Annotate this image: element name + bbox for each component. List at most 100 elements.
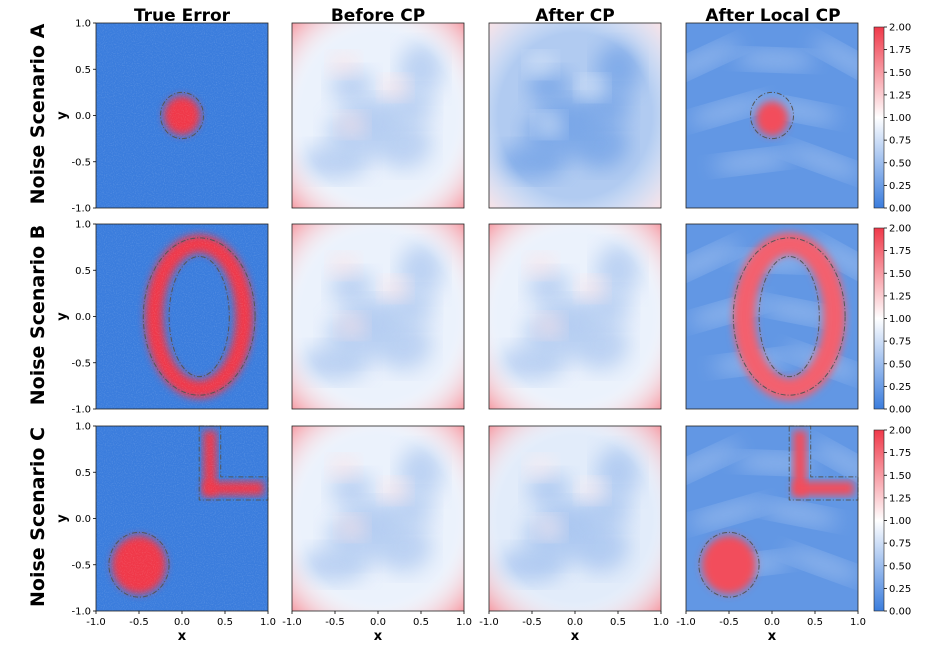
panel-r0-c0 xyxy=(95,22,269,209)
panel-r2-c0 xyxy=(95,425,269,612)
x-tick-label: 1.0 xyxy=(850,617,866,628)
high-noise-region xyxy=(793,430,807,496)
colorbar-tick-label: 1.00 xyxy=(889,113,911,124)
y-tick-label: 1.0 xyxy=(75,220,91,231)
colorbar-tick-label: 2.00 xyxy=(889,426,911,437)
x-tick-label: 0.5 xyxy=(610,617,626,628)
axes: 1.0 0.5 0.0 -0.5 -1.0 y 1.0 0.5 0.0 -0.5 -1.0 y 1.0 0… xyxy=(55,19,866,645)
colorbar-tick-label: 1.25 xyxy=(889,493,911,504)
colorbar-2: 2.00 1.75 1.50 1.25 1.00 0.75 0.50 0.25 0.00 xyxy=(873,426,911,618)
x-tick-label: 0.5 xyxy=(807,617,823,628)
column-title-1: Before CP xyxy=(331,6,425,26)
high-noise-region xyxy=(755,101,789,136)
colorbar-tick-label: 0.75 xyxy=(889,539,911,550)
x-tick-label: -1.0 xyxy=(676,617,696,628)
colorbar-gradient xyxy=(873,429,885,612)
region-outline xyxy=(750,91,794,140)
colorbar-tick-label: 0.00 xyxy=(889,405,911,416)
region-outline-outer xyxy=(732,237,846,396)
colorbar-tick-label: 0.25 xyxy=(889,181,911,192)
colorbar-tick-label: 2.00 xyxy=(889,224,911,235)
y-tick-label: 0.5 xyxy=(75,65,91,76)
panel-r1-c2 xyxy=(488,223,662,410)
heatmap-streak xyxy=(686,444,740,482)
colorbar-tick-label: 1.75 xyxy=(889,45,911,56)
panel-frame xyxy=(488,223,662,410)
column-title-0: True Error xyxy=(134,6,231,26)
region-outline-circle xyxy=(108,531,170,598)
y-tick-label: -1.0 xyxy=(71,607,91,618)
heatmap-streak xyxy=(760,502,839,526)
colorbar-tick-label: 0.25 xyxy=(889,382,911,393)
high-noise-region xyxy=(733,232,846,401)
y-tick-label: 1.0 xyxy=(75,422,91,433)
region-outline xyxy=(160,91,204,140)
panel-frame xyxy=(291,223,465,410)
x-tick-label: 1.0 xyxy=(456,617,472,628)
y-tick-label: -1.0 xyxy=(71,405,91,416)
colorbar-tick-label: 0.50 xyxy=(889,359,911,370)
high-noise-region xyxy=(701,535,757,594)
colorbar-tick-label: 1.50 xyxy=(889,68,911,79)
colorbar-tick-label: 1.50 xyxy=(889,269,911,280)
panel-r2-c3 xyxy=(685,425,859,612)
heatmap-streak xyxy=(812,442,858,484)
x-tick-label: -1.0 xyxy=(282,617,302,628)
edge-gradient xyxy=(292,426,464,611)
column-title-3: After Local CP xyxy=(705,6,840,26)
colorbar-tick-label: 0.75 xyxy=(889,337,911,348)
x-axis-label: x xyxy=(374,629,383,644)
noise-texture xyxy=(96,426,268,611)
y-axis-label: y xyxy=(55,312,70,321)
region-outline-circle xyxy=(698,531,760,598)
panel-frame xyxy=(488,22,662,209)
x-tick-label: 0.0 xyxy=(174,617,190,628)
edge-gradient xyxy=(489,224,661,409)
edge-gradient xyxy=(489,426,661,611)
edge-gradient xyxy=(292,224,464,409)
colorbar-tick-label: 0.50 xyxy=(889,158,911,169)
heatmap-streak xyxy=(711,151,792,172)
heatmap-streak xyxy=(686,242,740,280)
x-axis-label: x xyxy=(571,629,580,644)
edge-gradient xyxy=(292,23,464,208)
colorbar-gradient xyxy=(873,227,885,410)
colorbars: 2.00 1.75 1.50 1.25 1.00 0.75 0.50 0.25 0.00 2.00… xyxy=(873,23,911,618)
panel-r2-c2 xyxy=(488,425,662,612)
panels xyxy=(95,22,859,612)
x-tick-label: -1.0 xyxy=(86,617,106,628)
y-tick-label: 0.0 xyxy=(75,514,91,525)
x-axis-label: x xyxy=(178,629,187,644)
colorbar-tick-label: 1.75 xyxy=(889,246,911,257)
y-axis-label: y xyxy=(55,111,70,120)
x-tick-label: 0.0 xyxy=(370,617,386,628)
panel-r0-c1 xyxy=(291,22,465,209)
colorbar-tick-label: 0.00 xyxy=(889,204,911,215)
y-tick-label: 1.0 xyxy=(75,19,91,30)
y-tick-label: 0.0 xyxy=(75,312,91,323)
colorbar-tick-label: 2.00 xyxy=(889,23,911,34)
panel-frame xyxy=(291,22,465,209)
x-tick-label: -1.0 xyxy=(479,617,499,628)
region-outline-outer xyxy=(142,237,256,396)
y-tick-label: 0.5 xyxy=(75,468,91,479)
x-axis-label: x xyxy=(768,629,777,644)
row-title-1: Noise Scenario B xyxy=(27,225,49,406)
colorbar-tick-label: 1.75 xyxy=(889,448,911,459)
x-tick-label: -0.5 xyxy=(719,617,739,628)
y-tick-label: -0.5 xyxy=(71,560,91,571)
heatmap-streak xyxy=(812,240,858,282)
column-title-2: After CP xyxy=(535,6,614,26)
region-outline-inner xyxy=(758,255,820,378)
noise-texture xyxy=(96,224,268,409)
colorbar-tick-label: 1.50 xyxy=(889,471,911,482)
panel-frame xyxy=(685,22,859,209)
heatmap-streak xyxy=(785,548,858,581)
panel-frame xyxy=(685,223,859,410)
panel-r1-c3 xyxy=(685,223,859,410)
y-tick-label: -0.5 xyxy=(71,157,91,168)
edge-gradient xyxy=(489,23,661,208)
colorbar-tick-label: 0.25 xyxy=(889,584,911,595)
panel-r2-c1 xyxy=(291,425,465,612)
